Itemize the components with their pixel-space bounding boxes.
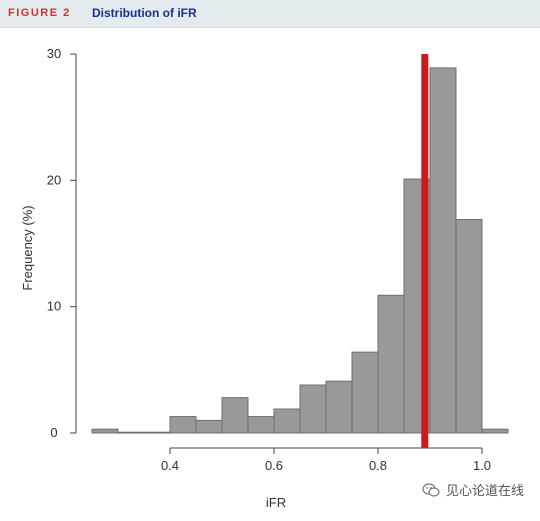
histogram-bar-1 bbox=[117, 431, 145, 434]
axes-group: 0.4 0.6 0.8 1.0 0 10 20 30 bbox=[47, 46, 491, 473]
figure-title: Distribution of iFR bbox=[92, 6, 197, 20]
histogram-bar-15 bbox=[481, 428, 509, 434]
histogram-bar-13 bbox=[429, 67, 457, 434]
histogram-bar-7 bbox=[273, 408, 301, 434]
histogram-bar-4 bbox=[195, 419, 223, 434]
histogram-bar-11 bbox=[377, 294, 405, 434]
histogram-bar-0 bbox=[91, 428, 119, 434]
y-tick-label-3: 30 bbox=[47, 46, 61, 61]
histogram-bar-2 bbox=[143, 431, 171, 434]
histogram-bar-3 bbox=[169, 416, 197, 434]
watermark: 见心论道在线 bbox=[422, 480, 524, 499]
x-tick-label-3: 1.0 bbox=[473, 458, 491, 473]
histogram-bar-9 bbox=[325, 380, 353, 434]
figure-header: FIGURE 2 Distribution of iFR bbox=[0, 0, 540, 28]
histogram-chart: 0.4 0.6 0.8 1.0 0 10 20 30 iFR Frequency (%) bbox=[20, 46, 509, 510]
histogram-bar-5 bbox=[221, 397, 249, 434]
watermark-text: 见心论道在线 bbox=[446, 483, 525, 498]
histogram-bar-8 bbox=[299, 384, 327, 434]
x-axis-label: iFR bbox=[266, 495, 286, 510]
wechat-icon bbox=[422, 482, 440, 497]
bars-group bbox=[91, 67, 509, 434]
chart-container: 0.4 0.6 0.8 1.0 0 10 20 30 iFR Frequency (%) bbox=[0, 28, 540, 516]
histogram-bar-10 bbox=[351, 351, 379, 434]
histogram-bar-6 bbox=[247, 416, 275, 434]
x-tick-label-2: 0.8 bbox=[369, 458, 387, 473]
y-tick-label-0: 0 bbox=[50, 425, 57, 440]
x-tick-label-0: 0.4 bbox=[161, 458, 179, 473]
x-tick-label-1: 0.6 bbox=[265, 458, 283, 473]
y-tick-label-2: 20 bbox=[47, 172, 61, 187]
histogram-bar-14 bbox=[455, 218, 483, 434]
figure-label: FIGURE 2 bbox=[8, 7, 71, 19]
reference-line bbox=[421, 54, 429, 448]
reference-line-group bbox=[421, 54, 429, 448]
y-tick-label-1: 10 bbox=[47, 299, 61, 314]
y-axis-label: Frequency (%) bbox=[20, 205, 35, 290]
